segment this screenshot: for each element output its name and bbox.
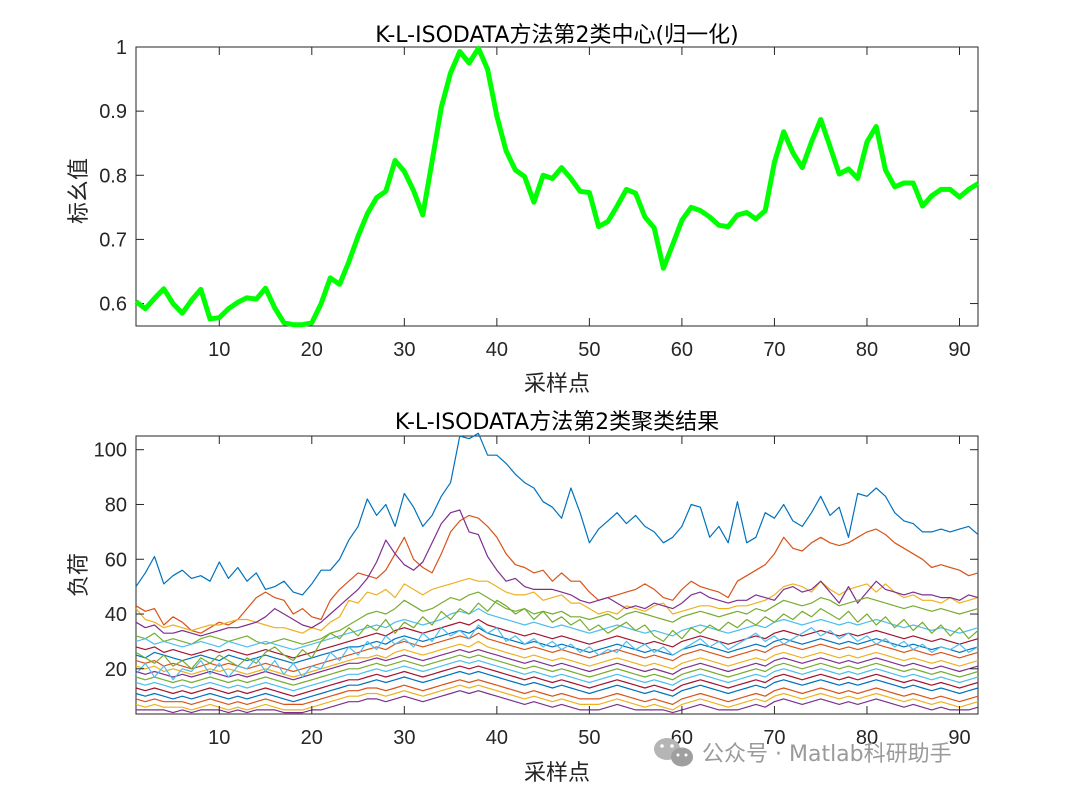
top-y-axis-label: 标幺值 [67,158,92,224]
x-tick-label: 80 [856,727,878,749]
watermark-text: 公众号 · Matlab科研助手 [702,742,952,767]
y-tick-label: 0.8 [99,165,127,187]
load-line-3 [135,577,979,634]
x-tick-label: 50 [578,727,600,749]
wechat-icon [654,738,693,767]
bottom-y-axis-label: 负荷 [67,553,92,597]
x-tick-label: 20 [301,727,323,749]
load-line-14 [135,665,979,697]
top-plot: 10 20 30 40 50 60 70 80 90 0.6 0.7 0.8 0.9 1 K-L-ISO… [67,23,980,397]
x-tick-label: 90 [948,339,970,361]
load-line-5 [135,591,979,645]
bottom-plot-area [135,435,979,715]
load-line-9 [135,632,979,673]
load-line-7 [135,618,979,659]
x-tick-label: 40 [486,727,508,749]
top-y-ticks: 0.6 0.7 0.8 0.9 1 [99,37,978,316]
load-line-2 [135,514,979,634]
bottom-y-ticks: 20 40 60 80 100 [94,440,978,681]
load-line-4 [135,509,979,637]
bottom-plot: 10 20 30 40 50 60 70 80 90 20 40 60 80 100 K-L-ISODA… [67,410,979,786]
load-line-12 [135,654,979,686]
y-tick-label: 1 [116,37,127,59]
top-x-ticks: 10 20 30 40 50 60 70 80 90 [208,47,971,361]
load-line-6 [135,607,979,651]
x-tick-label: 50 [578,339,600,361]
bottom-x-ticks: 10 20 30 40 50 60 70 80 90 [208,436,971,749]
load-line-10 [135,640,979,678]
center-line [134,45,980,328]
top-plot-area [135,46,979,327]
load-line-16 [135,679,979,706]
x-tick-label: 10 [208,339,230,361]
bottom-series [135,432,979,714]
y-tick-label: 0.7 [99,229,127,251]
top-x-axis-label: 采样点 [524,372,590,397]
x-tick-label: 30 [393,339,415,361]
y-tick-label: 100 [94,440,127,462]
load-line-19 [135,599,979,670]
top-plot-title: K-L-ISODATA方法第2类中心(归一化) [375,23,738,48]
y-tick-label: 0.6 [99,294,127,316]
load-line-15 [135,670,979,703]
load-line-11 [135,648,979,681]
x-tick-label: 40 [486,339,508,361]
x-tick-label: 90 [948,727,970,749]
load-line-20 [135,624,979,681]
y-tick-label: 80 [105,494,127,516]
x-tick-label: 20 [301,339,323,361]
x-tick-label: 10 [208,727,230,749]
y-tick-label: 20 [105,659,127,681]
y-tick-label: 0.9 [99,101,127,123]
load-line-17 [135,684,979,711]
x-tick-label: 30 [393,727,415,749]
bottom-plot-title: K-L-ISODATA方法第2类聚类结果 [395,410,719,435]
x-tick-label: 80 [856,339,878,361]
x-tick-label: 70 [763,727,785,749]
bottom-x-axis-label: 采样点 [524,761,590,786]
x-tick-label: 70 [763,339,785,361]
load-line-1 [135,432,979,596]
top-series [134,45,980,328]
x-tick-label: 60 [671,339,693,361]
load-line-13 [135,659,979,692]
load-line-18 [136,690,979,714]
y-tick-label: 40 [105,604,127,626]
watermark: 公众号 · Matlab科研助手 [654,738,952,767]
y-tick-label: 60 [105,549,127,571]
